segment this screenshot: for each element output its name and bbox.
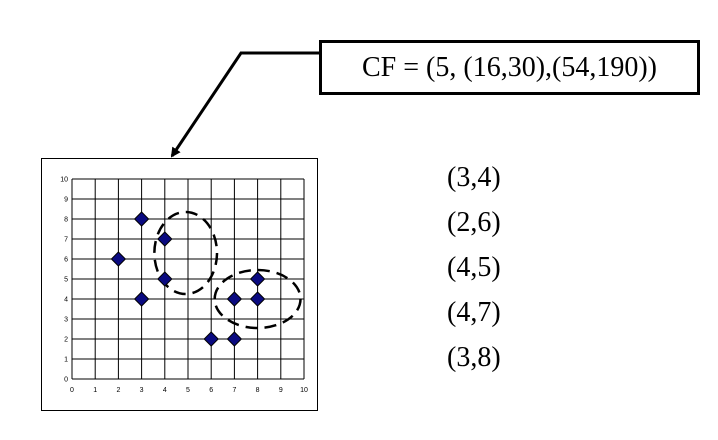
point-entry-3: (4,5)	[447, 252, 501, 283]
data-point-marker	[157, 231, 173, 247]
x-tick-label: 4	[163, 387, 167, 394]
x-tick-label: 7	[232, 387, 236, 394]
y-tick-label: 10	[60, 177, 68, 184]
x-tick-label: 0	[70, 387, 74, 394]
y-tick-label: 9	[64, 197, 68, 204]
clustering-feature-box: CF = (5, (16,30),(54,190))	[319, 40, 700, 95]
data-point-marker	[157, 271, 173, 287]
y-tick-label: 8	[64, 217, 68, 224]
data-point-marker	[133, 291, 150, 307]
x-tick-label: 3	[140, 387, 144, 394]
x-tick-label: 5	[186, 387, 190, 394]
scatter-plot: 0 1 2 3 4 5 6 7 8 9 10 0 1 2 3 4 5 6 7 8 9 10	[60, 177, 308, 395]
y-tick-label: 6	[64, 257, 68, 264]
point-entry-1: (3,4)	[447, 162, 501, 193]
y-tick-label: 3	[64, 317, 68, 324]
y-tick-label: 4	[64, 297, 68, 304]
x-tick-label: 9	[279, 387, 283, 394]
x-tick-label: 6	[209, 387, 213, 394]
scatter-plot-frame: 0 1 2 3 4 5 6 7 8 9 10 0 1 2 3 4 5 6 7 8 9 10	[41, 158, 318, 411]
data-point-marker	[226, 331, 243, 347]
cluster-points-list: (3,4) (2,6) (4,5) (4,7) (3,8)	[447, 158, 501, 383]
point-entry-2: (2,6)	[447, 207, 501, 238]
data-point-marker	[249, 271, 266, 287]
y-tick-label: 2	[64, 337, 68, 344]
y-tick-label: 5	[64, 277, 68, 284]
data-point-marker	[226, 291, 243, 307]
point-entry-4: (4,7)	[447, 297, 501, 328]
x-tick-label: 10	[300, 387, 308, 394]
y-tick-label: 7	[64, 237, 68, 244]
cluster-outline-left	[153, 210, 219, 296]
y-tick-label: 0	[64, 377, 68, 384]
cluster-outline-right	[213, 268, 302, 330]
x-tick-label: 8	[256, 387, 260, 394]
x-tick-label: 2	[116, 387, 120, 394]
clustering-feature-label: CF = (5, (16,30),(54,190))	[362, 51, 657, 83]
data-point-marker	[203, 331, 219, 347]
data-point-marker	[249, 291, 266, 307]
point-entry-5: (3,8)	[447, 342, 501, 373]
data-point-marker	[133, 211, 150, 227]
data-point-marker	[110, 251, 127, 267]
y-tick-label: 1	[64, 357, 68, 364]
x-tick-label: 1	[93, 387, 97, 394]
